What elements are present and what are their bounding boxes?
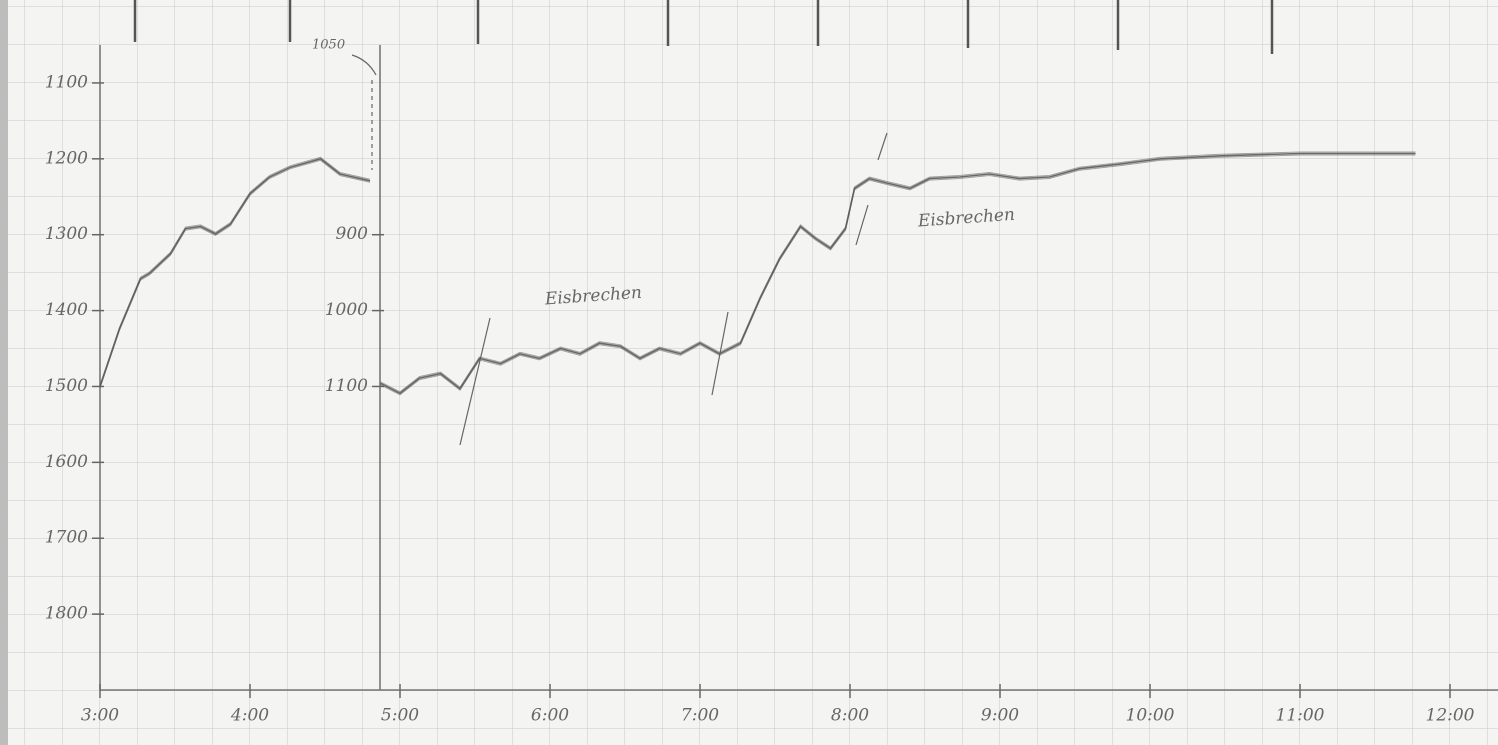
pencil-trace [380, 154, 1416, 396]
y-tick-label: 1300 [45, 224, 88, 244]
x-tick-label: 3:00 [81, 706, 119, 726]
paper-edge [0, 0, 8, 745]
annotation: 1050 [312, 38, 345, 53]
line [380, 152, 1416, 395]
y2-tick-label: 1000 [325, 300, 368, 320]
y-tick-label: 1100 [45, 72, 88, 92]
x-tick-label: 5:00 [381, 706, 419, 726]
y-tick-label: 1700 [45, 528, 88, 548]
x-tick-label: 12:00 [1426, 706, 1475, 726]
top-marks [133, 0, 1274, 54]
y2-tick-label: 900 [336, 224, 369, 244]
pencil-trace [99, 159, 371, 389]
x-tick-label: 10:00 [1126, 706, 1175, 726]
x-tick-label: 4:00 [230, 706, 269, 726]
y-tick-label: 1400 [45, 300, 88, 320]
pencil-trace [380, 151, 1416, 393]
y-tick-label: 1500 [45, 376, 88, 396]
y2-tick-label: 1100 [325, 376, 368, 396]
x-tick-label: 9:00 [981, 706, 1019, 726]
x-tick-label: 8:00 [831, 706, 869, 726]
line [99, 157, 371, 387]
y-tick-label: 1600 [45, 452, 88, 472]
x-tick-label: 7:00 [681, 706, 719, 726]
y-tick-label: 1200 [45, 148, 88, 168]
pencil-trace [99, 156, 371, 386]
x-tick-label: 11:00 [1276, 706, 1325, 726]
x-tick-label: 6:00 [531, 706, 569, 726]
y-tick-label: 1800 [45, 604, 88, 624]
